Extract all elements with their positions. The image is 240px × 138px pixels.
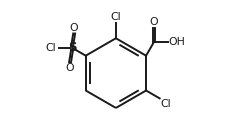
Text: O: O [150,17,158,27]
Text: O: O [70,23,78,33]
Text: S: S [68,41,76,54]
Text: Cl: Cl [160,99,171,109]
Text: O: O [66,63,74,73]
Text: Cl: Cl [111,12,121,22]
Text: Cl: Cl [45,43,56,53]
Text: OH: OH [168,37,185,47]
